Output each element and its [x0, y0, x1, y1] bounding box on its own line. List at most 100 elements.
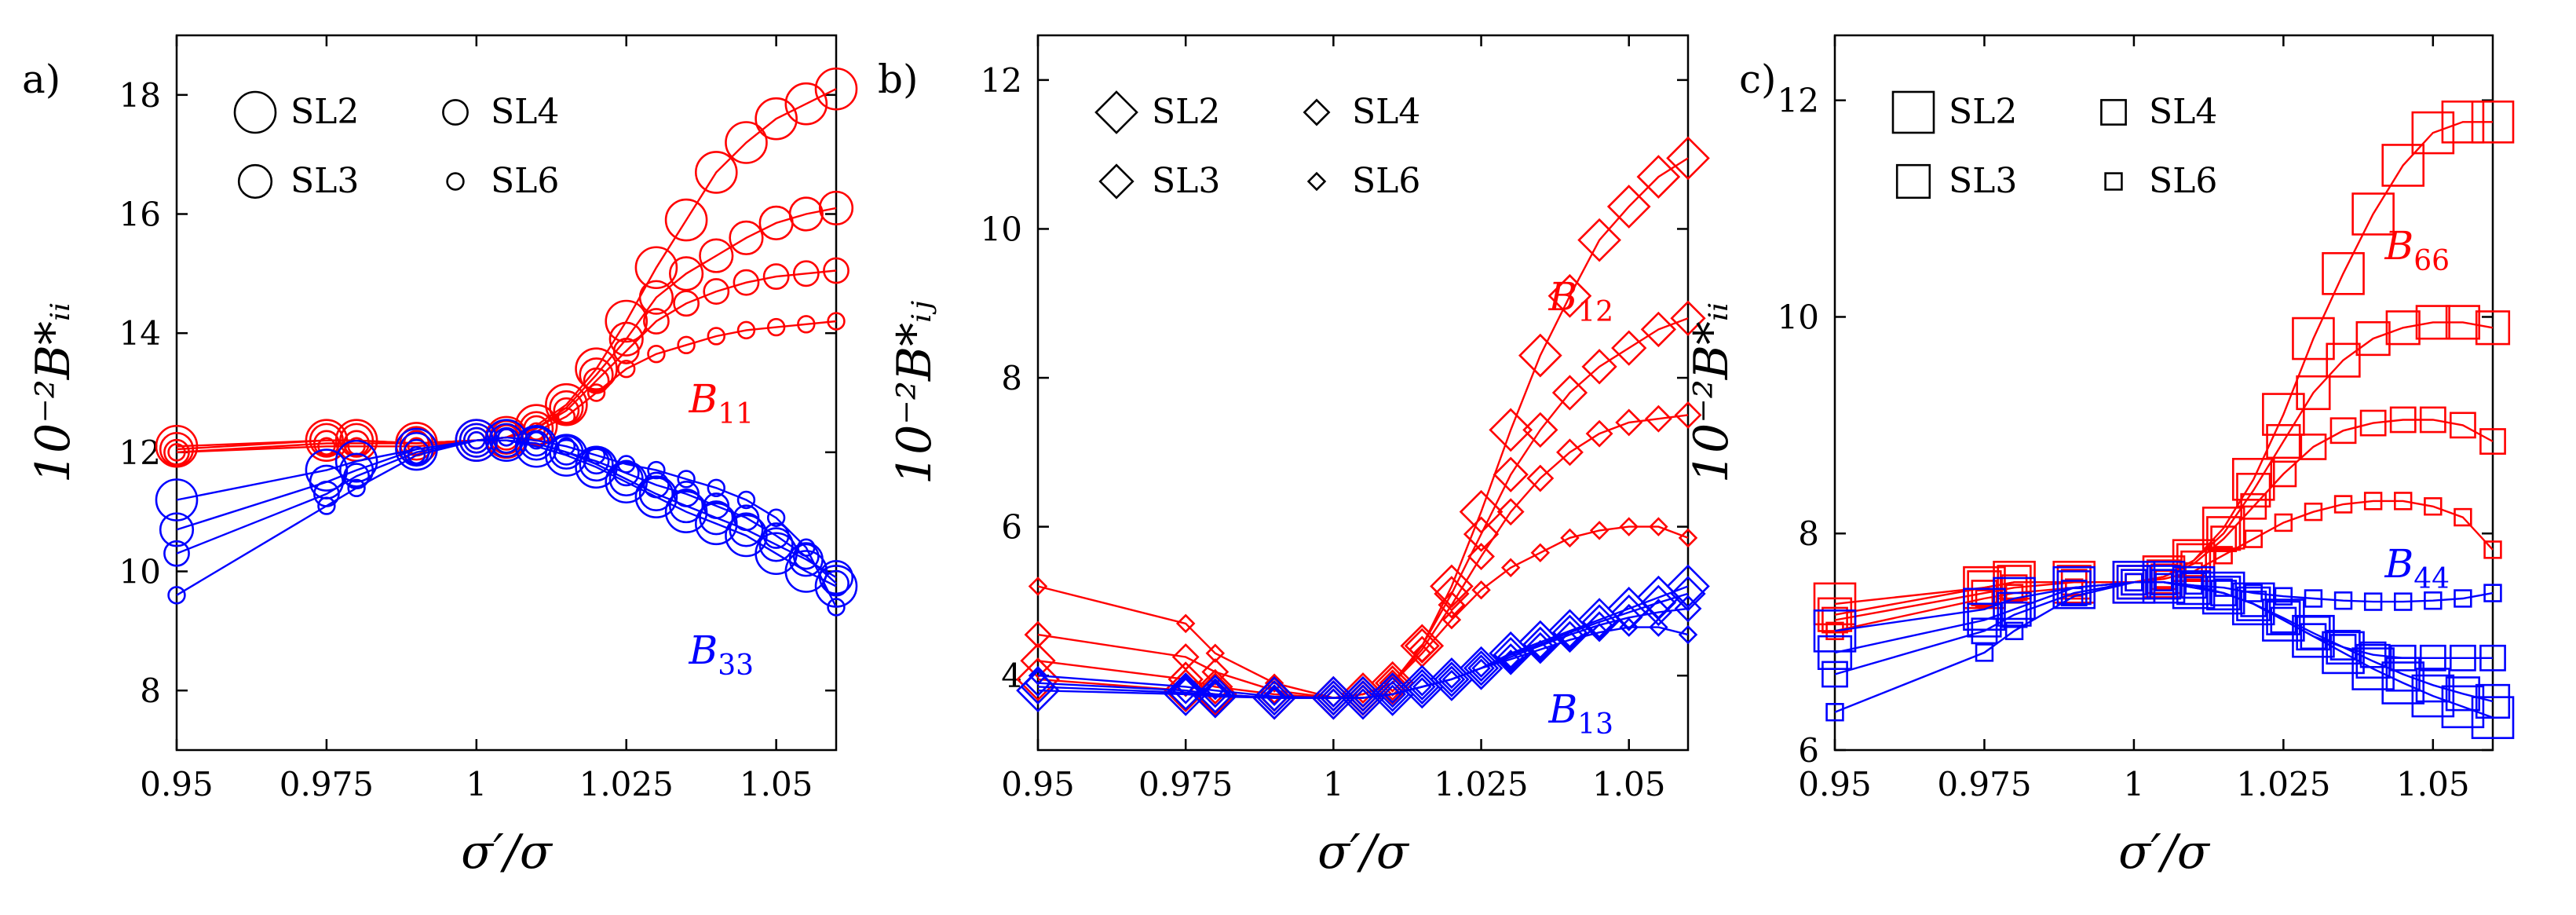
- data-point: [2424, 591, 2443, 610]
- data-point: [1649, 517, 1668, 536]
- data-point: [2363, 492, 2383, 511]
- data-point: [553, 397, 580, 424]
- legend-entry: SL3: [1152, 161, 1220, 201]
- data-point: [343, 430, 370, 457]
- data-point: [1256, 680, 1292, 716]
- data-point: [1589, 622, 1610, 642]
- data-point: [575, 347, 618, 390]
- data-point: [643, 308, 670, 335]
- data-point: [827, 598, 846, 617]
- data-point: [347, 478, 366, 498]
- data-point: [818, 190, 854, 226]
- y-tick-label: 8: [1001, 359, 1022, 397]
- data-point: [814, 67, 858, 111]
- y-tick-label: 14: [119, 314, 161, 353]
- data-point: [818, 559, 854, 595]
- legend-marker: [1306, 171, 1327, 192]
- data-point: [2244, 584, 2263, 602]
- data-point: [2445, 305, 2481, 340]
- data-point: [553, 438, 580, 466]
- data-point: [707, 478, 725, 498]
- data-point: [699, 500, 734, 536]
- data-point: [1374, 676, 1411, 712]
- y-tick-label: 12: [1778, 82, 1819, 120]
- data-point: [1611, 330, 1647, 366]
- panel-c: 0.95 0.975 1 1.025 1.05 6 8 10 12 σ′/σ 10⁻²B*ᵢᵢ c) S…: [1684, 34, 2515, 880]
- x-tick-label: 1.05: [740, 765, 813, 803]
- data-point: [823, 257, 850, 284]
- data-point: [2262, 393, 2305, 436]
- data-point: [1581, 349, 1617, 385]
- data-point: [309, 423, 345, 458]
- data-point: [2415, 668, 2450, 703]
- data-point: [1821, 661, 1848, 688]
- data-point: [1585, 419, 1613, 448]
- data-point: [1016, 657, 1060, 701]
- data-point: [317, 437, 336, 456]
- data-point: [2479, 644, 2506, 672]
- data-point: [2065, 587, 2084, 606]
- data-point: [155, 424, 199, 468]
- data-point: [634, 475, 678, 519]
- data-point: [1345, 680, 1381, 716]
- data-point: [1963, 565, 2006, 609]
- data-point: [2359, 641, 2387, 668]
- data-point: [1644, 404, 1672, 433]
- series-label: B33: [688, 628, 754, 682]
- series-b13-sl2: [1016, 564, 1710, 720]
- data-point: [797, 538, 816, 557]
- data-point: [167, 586, 186, 605]
- data-point: [1408, 672, 1436, 701]
- data-point: [1205, 680, 1226, 701]
- data-point: [2266, 600, 2301, 635]
- data-point: [1252, 675, 1296, 720]
- data-point: [1813, 582, 1857, 626]
- data-point: [497, 428, 516, 447]
- data-point: [1467, 654, 1495, 683]
- data-point: [1496, 498, 1525, 526]
- legend-entry: SL6: [491, 161, 559, 201]
- series-b33-sl6: [167, 428, 846, 617]
- data-point: [579, 357, 614, 393]
- data-point: [788, 196, 824, 232]
- data-point: [1522, 626, 1558, 663]
- x-tick-label: 1: [1323, 765, 1344, 803]
- data-point: [736, 490, 756, 510]
- data-point: [703, 492, 730, 519]
- data-point: [1264, 673, 1284, 693]
- data-point: [2441, 685, 2485, 729]
- legend-entry: SL2: [1152, 92, 1220, 132]
- data-point: [729, 220, 764, 255]
- data-point: [2424, 497, 2443, 516]
- data-point: [1471, 658, 1491, 678]
- data-point: [1577, 218, 1621, 262]
- series-b44-sl2: [1813, 560, 2515, 739]
- data-point: [2214, 578, 2233, 597]
- data-point: [1551, 375, 1588, 411]
- data-point: [638, 280, 674, 315]
- data-point: [1971, 580, 1998, 606]
- series-b11-sl4: [163, 257, 850, 466]
- data-point: [1379, 680, 1407, 708]
- data-point: [2475, 310, 2511, 346]
- data-point: [1311, 675, 1356, 720]
- legend-entry: SL3: [290, 161, 359, 201]
- data-point: [605, 299, 649, 343]
- data-point: [1024, 620, 1052, 649]
- y-tick-label: 12: [981, 61, 1022, 100]
- data-point: [2389, 406, 2417, 434]
- data-point: [766, 508, 786, 527]
- legend-entry: SL6: [2149, 161, 2217, 201]
- data-point: [1967, 602, 2002, 638]
- data-point: [664, 198, 708, 242]
- data-point: [699, 238, 734, 273]
- x-tick-label: 1.05: [1592, 765, 1666, 803]
- data-point: [462, 426, 490, 454]
- data-point: [2333, 591, 2353, 610]
- data-point: [1615, 603, 1643, 631]
- legend-entry: SL4: [1352, 92, 1420, 132]
- legend-entry: SL2: [290, 92, 359, 132]
- data-point: [2300, 434, 2327, 460]
- y-axis-label: 10⁻²B*ᵢⱼ: [887, 301, 942, 485]
- data-point: [2381, 661, 2425, 705]
